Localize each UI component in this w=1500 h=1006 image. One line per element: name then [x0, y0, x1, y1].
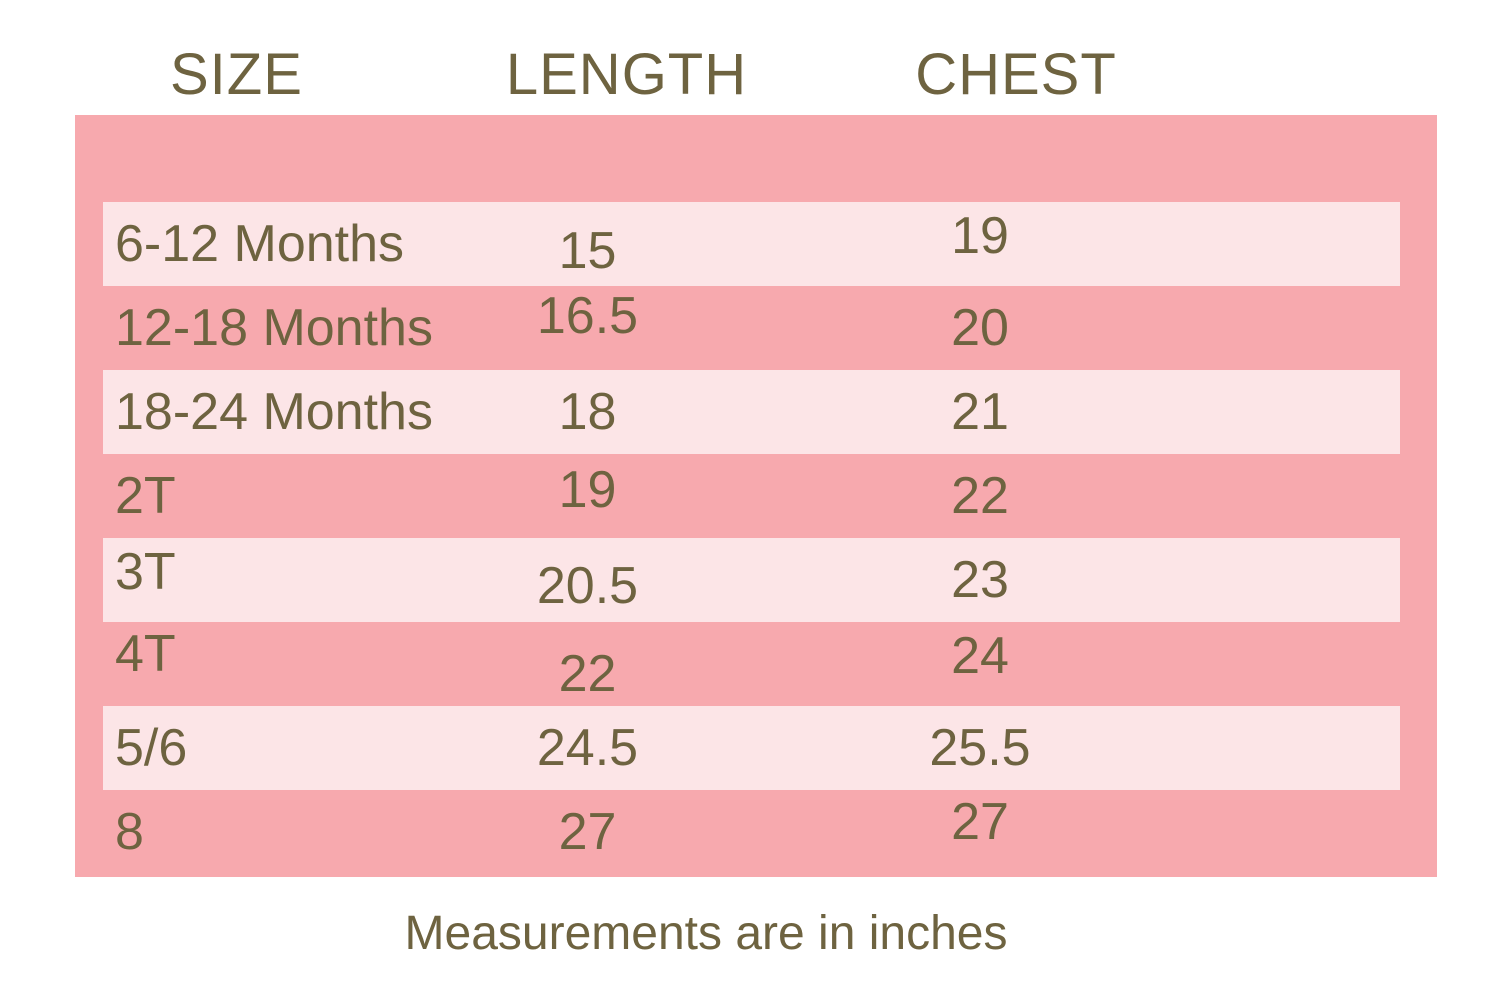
header-size: SIZE [170, 41, 303, 107]
chest-cell: 24 [951, 627, 1009, 685]
header-chest: CHEST [915, 41, 1117, 107]
size-cell: 18-24 Months [115, 383, 433, 441]
table-row: 4T 22 24 [75, 622, 1437, 706]
table-row: 5/6 24.5 25.5 [75, 706, 1437, 790]
table-row: 18-24 Months 18 21 [75, 370, 1437, 454]
chest-cell: 25.5 [929, 719, 1031, 777]
size-cell: 3T [115, 543, 176, 601]
size-chart-panel: 6-12 Months 15 19 12-18 Months 16.5 20 1… [75, 115, 1437, 877]
size-cell: 5/6 [115, 719, 188, 777]
table-row: 12-18 Months 16.5 20 [75, 286, 1437, 370]
table-row: 2T 19 22 [75, 454, 1437, 538]
chest-cell: 23 [951, 551, 1009, 609]
size-cell: 4T [115, 625, 176, 683]
size-cell: 8 [115, 803, 144, 861]
chest-cell: 20 [951, 299, 1009, 357]
measurement-note: Measurements are in inches [404, 906, 1008, 960]
chest-cell: 22 [951, 467, 1009, 525]
length-cell: 15 [558, 222, 617, 280]
table-row: 8 27 27 [75, 790, 1437, 874]
table-row: 3T 20.5 23 [75, 538, 1437, 622]
length-cell: 19 [558, 461, 617, 519]
size-cell: 12-18 Months [115, 299, 433, 357]
chest-cell: 19 [951, 207, 1009, 265]
chest-cell: 21 [951, 383, 1009, 441]
length-cell: 18 [558, 383, 617, 441]
length-cell: 16.5 [536, 287, 639, 345]
length-cell: 22 [558, 645, 617, 703]
length-cell: 20.5 [536, 557, 639, 615]
size-chart-rows: 6-12 Months 15 19 12-18 Months 16.5 20 1… [75, 202, 1437, 874]
size-cell: 6-12 Months [115, 215, 405, 273]
column-headers: SIZE LENGTH CHEST [75, 38, 1437, 110]
length-cell: 24.5 [536, 719, 639, 777]
length-cell: 27 [558, 803, 617, 861]
size-cell: 2T [115, 467, 176, 525]
header-length: LENGTH [505, 41, 748, 107]
table-row: 6-12 Months 15 19 [75, 202, 1437, 286]
chest-cell: 27 [951, 793, 1009, 851]
